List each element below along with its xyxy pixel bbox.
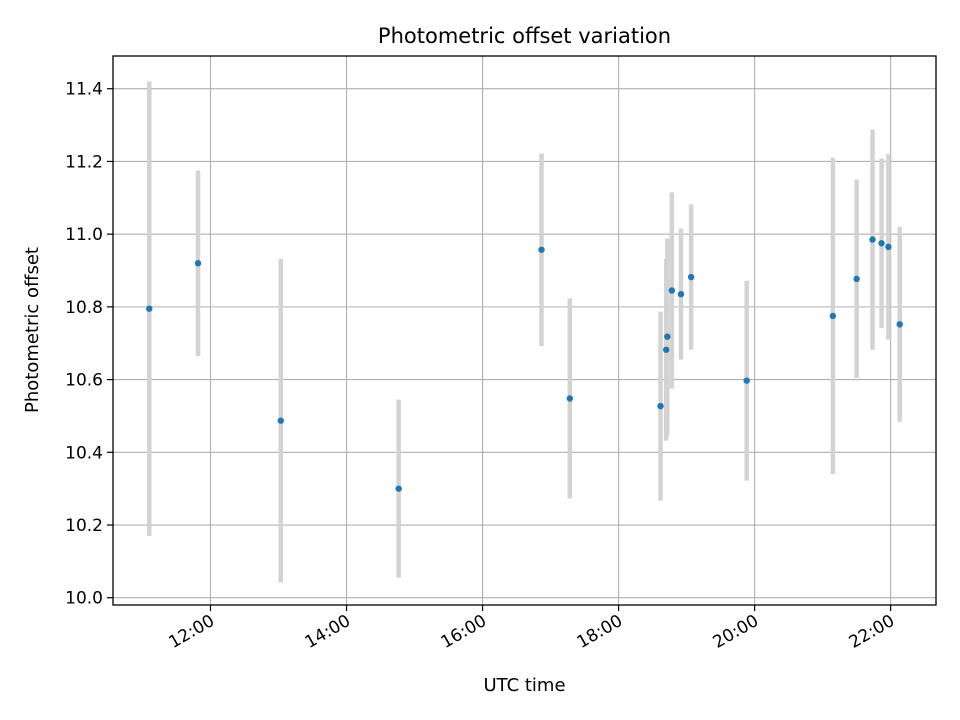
y-tick-label: 11.0: [65, 225, 103, 245]
data-point: [829, 312, 837, 320]
data-point: [743, 377, 750, 384]
data-point: [869, 236, 876, 243]
y-tick-label: 11.4: [65, 80, 103, 100]
chart-title: Photometric offset variation: [378, 24, 671, 48]
plot-frame: [112, 55, 937, 606]
data-point: [885, 243, 892, 251]
data-point: [853, 275, 860, 283]
data-point: [663, 346, 670, 353]
data-point: [668, 287, 676, 294]
y-axis-label: Photometric offset: [22, 247, 43, 413]
data-point: [277, 417, 284, 424]
y-tick-label: 11.2: [65, 152, 103, 172]
y-tick-label: 10.4: [65, 443, 103, 463]
data-point: [146, 305, 153, 312]
grid-lines: [113, 56, 936, 605]
y-tick-label: 10.6: [65, 371, 103, 391]
y-tick-label: 10.0: [65, 589, 103, 609]
data-point: [896, 321, 903, 328]
data-point: [194, 260, 202, 267]
data-point: [657, 402, 664, 410]
y-axis-ticks: 10.0 10.2 10.4 10.6 10.8 11.0 11.2 11.4: [65, 80, 113, 609]
x-axis-label: UTC time: [483, 675, 565, 696]
data-point: [677, 290, 685, 298]
data-point: [395, 485, 402, 492]
y-tick-label: 10.2: [65, 516, 103, 536]
data-points: [146, 236, 903, 492]
data-point: [687, 273, 695, 281]
y-tick-label: 10.8: [65, 298, 103, 318]
data-point: [538, 246, 545, 253]
data-point: [664, 333, 671, 340]
data-point: [566, 395, 574, 402]
data-point: [878, 240, 885, 247]
